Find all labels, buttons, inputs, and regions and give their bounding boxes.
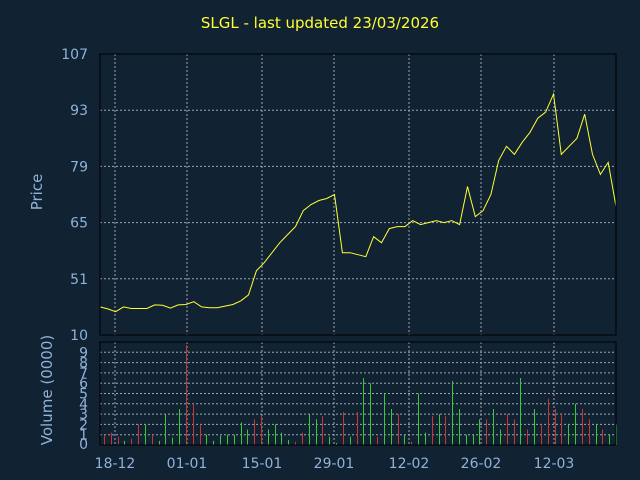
price-tick-label: 51 [70,272,88,288]
x-tick-label: 29-01 [314,456,355,472]
x-tick-label: 15-01 [242,456,283,472]
volume-tick-label: 0 [79,437,88,453]
price-tick-label: 79 [70,159,88,175]
x-tick-label: 26-02 [461,456,502,472]
x-tick-label: 18-12 [95,456,136,472]
volume-panel-border [99,341,617,446]
plot-frame [99,53,617,446]
price-panel-border [99,53,617,336]
volume-tick-label: 5 [79,387,88,403]
x-tick-label: 01-01 [167,456,208,472]
volume-tick-label: 2 [79,417,88,433]
volume-tick-label: 8 [79,356,88,372]
price-grid [100,53,616,335]
x-tick-label: 12-03 [534,456,575,472]
price-tick-label: 93 [70,103,88,119]
volume-bars [104,345,617,445]
volume-axis-label: Volume (0000) [38,335,56,445]
price-axis-label: Price [28,174,46,211]
price-tick-label: 10 [70,328,88,344]
chart-title: SLGL - last updated 23/03/2026 [200,14,440,32]
volume-tick-label: 4 [79,397,88,413]
price-line [99,92,617,313]
x-tick-labels: 18-12 01-01 15-01 29-01 12-02 26-02 12-03 [95,456,575,472]
price-tick-label: 65 [70,216,88,232]
volume-tick-label: 7 [79,366,88,382]
volume-tick-label: 1 [79,428,88,444]
volume-tick-label: 6 [79,376,88,392]
volume-tick-label: 3 [79,407,88,423]
x-tick-label: 12-02 [389,456,430,472]
price-tick-label: 107 [61,47,88,63]
volume-tick-label: 9 [79,345,88,361]
